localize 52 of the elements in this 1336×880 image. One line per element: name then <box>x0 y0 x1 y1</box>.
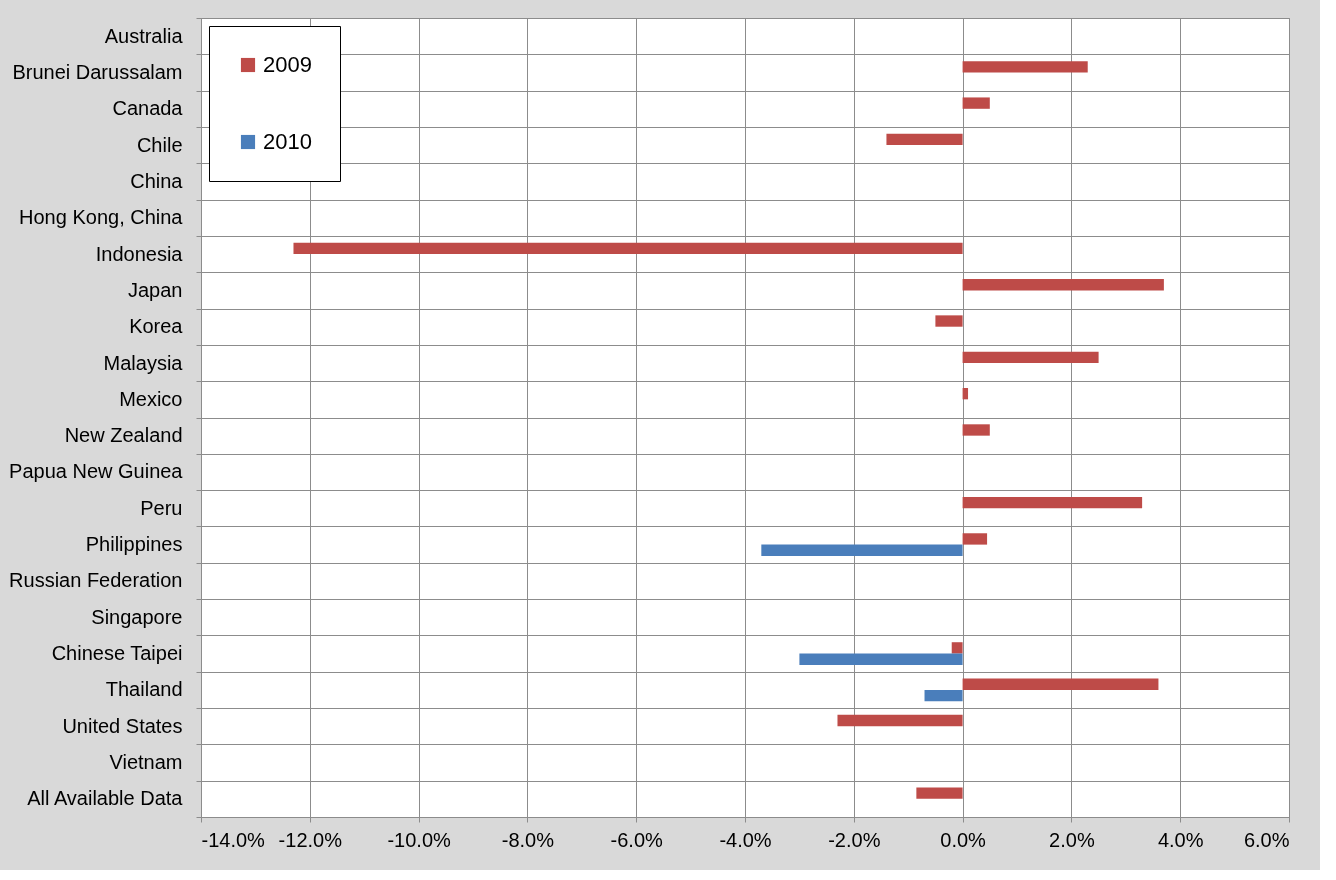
y-tick-label: Thailand <box>105 678 183 701</box>
bar <box>761 544 963 556</box>
y-tick-label: Malaysia <box>103 351 184 374</box>
bar <box>886 133 963 146</box>
y-tick-label: Japan <box>128 278 183 301</box>
x-tick-label: -2.0% <box>828 828 881 851</box>
x-tick-label: -12.0% <box>278 828 343 851</box>
bar <box>962 424 990 436</box>
legend-label: 2010 <box>263 129 312 154</box>
y-tick-label: Mexico <box>119 387 183 410</box>
y-tick-label: Brunei Darussalam <box>12 60 183 83</box>
y-tick-label: All Available Data <box>27 787 184 810</box>
y-tick-label: Chinese Taipei <box>51 642 183 665</box>
bar <box>962 61 1088 73</box>
bar <box>837 714 963 727</box>
y-tick-label: Canada <box>112 97 184 120</box>
bar <box>962 678 1159 690</box>
x-tick-label: 2.0% <box>1049 828 1095 851</box>
legend-label: 2009 <box>263 52 312 77</box>
bar <box>293 242 963 255</box>
y-tick-label: Vietnam <box>109 751 183 774</box>
y-tick-label: Hong Kong, China <box>19 206 184 229</box>
y-tick-label: Papua New Guinea <box>9 460 184 483</box>
x-tick-label: -6.0% <box>610 828 664 851</box>
x-tick-label: 4.0% <box>1157 828 1204 851</box>
y-tick-label: Peru <box>140 496 183 519</box>
x-tick-label: -10.0% <box>387 828 451 851</box>
y-tick-label: Indonesia <box>95 242 184 265</box>
bar <box>962 279 1164 291</box>
y-tick-label: New Zealand <box>64 424 183 447</box>
y-tick-label: Philippines <box>85 533 183 556</box>
bar <box>962 496 1143 509</box>
x-tick-label: -4.0% <box>719 828 772 851</box>
x-tick-label: 6.0% <box>1243 828 1290 851</box>
y-tick-label: China <box>130 169 184 192</box>
bar <box>951 642 963 654</box>
bar <box>924 689 963 702</box>
y-tick-label: Chile <box>136 133 183 156</box>
y-tick-label: Singapore <box>91 605 183 628</box>
x-tick-label: -8.0% <box>501 828 555 851</box>
bar <box>962 533 988 545</box>
y-tick-label: Russian Federation <box>9 569 183 592</box>
bar <box>916 787 963 799</box>
bar <box>962 97 990 109</box>
y-tick-label: United States <box>62 714 183 737</box>
y-tick-label: Korea <box>129 315 184 338</box>
x-tick-label: 0.0% <box>940 828 987 851</box>
y-tick-label: Australia <box>104 24 184 47</box>
bar <box>962 351 1099 364</box>
x-tick-label: -14.0% <box>201 828 266 851</box>
bar <box>935 315 963 327</box>
bar <box>799 653 963 665</box>
